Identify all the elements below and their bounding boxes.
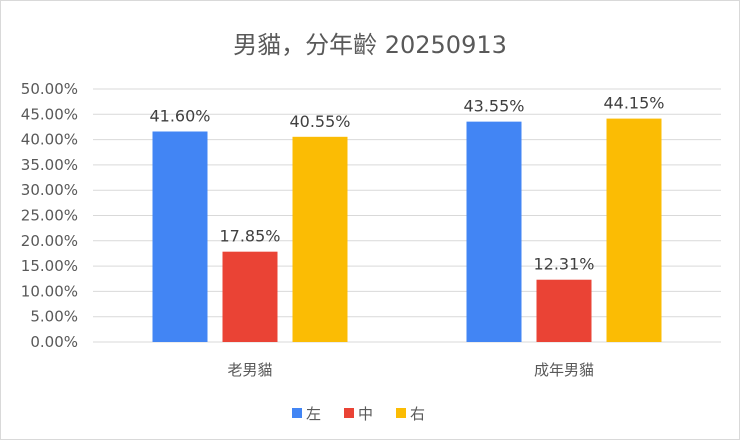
data-label: 44.15% — [603, 94, 664, 113]
y-tick-label: 50.00% — [21, 80, 78, 98]
y-tick-label: 40.00% — [21, 131, 78, 149]
y-tick-label: 25.00% — [21, 207, 78, 225]
data-label: 12.31% — [533, 255, 594, 274]
legend-label: 左 — [306, 405, 321, 423]
legend-label: 中 — [358, 405, 373, 423]
legend-label: 右 — [410, 405, 425, 423]
y-tick-label: 0.00% — [30, 333, 78, 351]
bar-左-成年男貓 — [466, 121, 522, 343]
bars — [152, 118, 662, 343]
bar-中-成年男貓 — [536, 279, 592, 342]
legend-swatch — [292, 408, 302, 418]
y-tick-label: 30.00% — [21, 181, 78, 199]
y-tick-label: 35.00% — [21, 156, 78, 174]
y-tick-label: 10.00% — [21, 282, 78, 300]
y-tick-label: 45.00% — [21, 105, 78, 123]
data-label: 43.55% — [463, 97, 524, 116]
legend-swatch — [344, 408, 354, 418]
bar-右-老男貓 — [292, 136, 348, 342]
bar-中-老男貓 — [222, 251, 278, 342]
data-labels: 41.60% 17.85% 40.55% 43.55% 12.31% 44.15% — [149, 94, 664, 274]
category-label: 成年男貓 — [534, 361, 594, 379]
y-tick-label: 5.00% — [30, 308, 78, 326]
y-tick-label: 20.00% — [21, 232, 78, 250]
chart-title: 男貓，分年齡 20250913 — [233, 31, 507, 59]
y-tick-label: 15.00% — [21, 257, 78, 275]
data-label: 40.55% — [289, 112, 350, 131]
legend: 左中右 — [292, 405, 425, 423]
bar-左-老男貓 — [152, 131, 208, 342]
legend-swatch — [396, 408, 406, 418]
category-label: 老男貓 — [227, 361, 272, 379]
x-axis-categories: 老男貓 成年男貓 — [227, 361, 594, 379]
data-label: 17.85% — [219, 227, 280, 246]
y-axis-ticks: 0.00% 5.00% 10.00% 15.00% 20.00% 25.00% 30.00%… — [21, 80, 78, 351]
data-label: 41.60% — [149, 107, 210, 126]
bar-右-成年男貓 — [606, 118, 662, 342]
